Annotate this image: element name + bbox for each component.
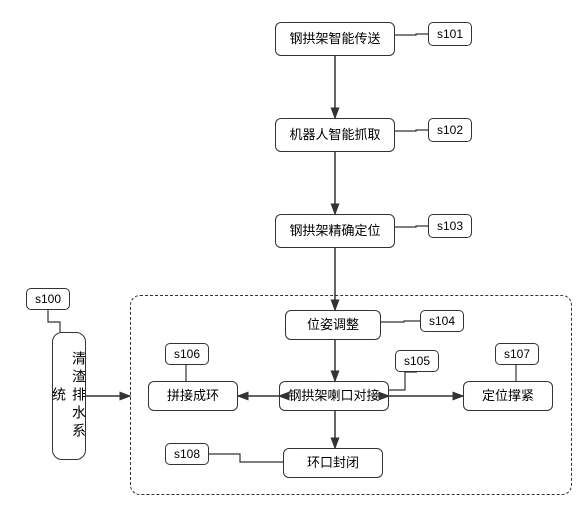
tag-label: s105 (404, 354, 430, 368)
tag-label: s100 (35, 292, 61, 306)
tag-s102: s102 (428, 118, 472, 142)
tag-label: s102 (437, 123, 463, 137)
node-label: 拼接成环 (167, 388, 219, 405)
node-label: 清渣排水系统 (49, 343, 89, 449)
tag-s105: s105 (395, 350, 439, 372)
tag-s108: s108 (165, 443, 209, 465)
tag-s103: s103 (428, 214, 472, 238)
node-s105: 钢拱架喇口对接 (279, 381, 389, 411)
tag-label: s108 (174, 447, 200, 461)
tag-s101: s101 (428, 22, 472, 46)
tag-label: s106 (174, 347, 200, 361)
node-label: 定位撑紧 (482, 388, 534, 405)
tag-s100: s100 (26, 288, 70, 310)
node-s107: 定位撑紧 (463, 381, 553, 411)
tag-label: s107 (504, 347, 530, 361)
node-s102: 机器人智能抓取 (275, 118, 395, 152)
flowchart-canvas: 钢拱架智能传送 s101 机器人智能抓取 s102 钢拱架精确定位 s103 位… (0, 0, 588, 514)
node-label: 钢拱架喇口对接 (288, 388, 379, 405)
tag-label: s103 (437, 219, 463, 233)
node-s100: 清渣排水系统 (52, 332, 86, 460)
node-label: 钢拱架智能传送 (289, 31, 380, 48)
tag-label: s101 (437, 27, 463, 41)
node-label: 机器人智能抓取 (289, 127, 380, 144)
node-label: 环口封闭 (307, 455, 359, 472)
node-s101: 钢拱架智能传送 (275, 22, 395, 56)
tag-s107: s107 (495, 343, 539, 365)
tag-label: s104 (429, 314, 455, 328)
tag-s104: s104 (420, 310, 464, 332)
node-s103: 钢拱架精确定位 (275, 214, 395, 248)
tag-s106: s106 (165, 343, 209, 365)
node-label: 钢拱架精确定位 (289, 223, 380, 240)
node-s108: 环口封闭 (283, 448, 383, 478)
node-s104: 位姿调整 (285, 310, 381, 340)
node-label: 位姿调整 (307, 317, 359, 334)
node-s106: 拼接成环 (148, 381, 238, 411)
